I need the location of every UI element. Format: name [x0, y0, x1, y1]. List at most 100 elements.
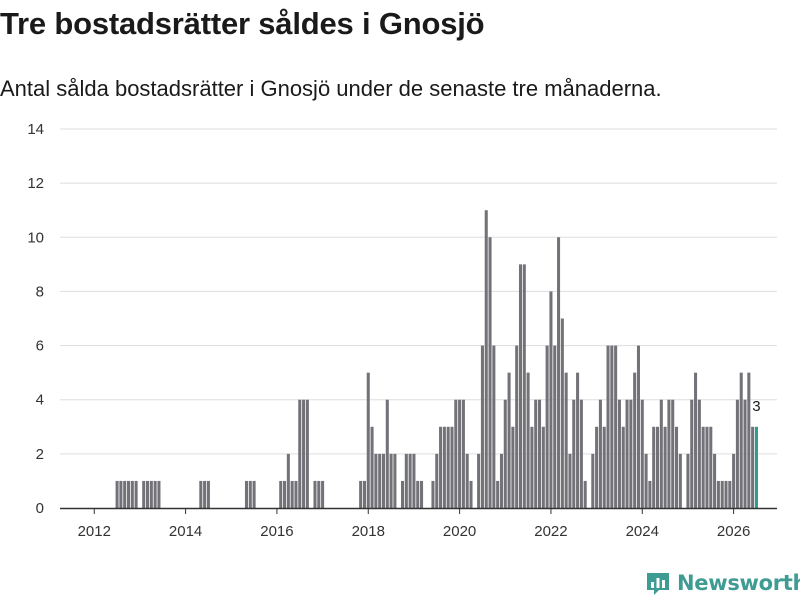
bar: [640, 399, 644, 508]
chart-title: Tre bostadsrätter såldes i Gnosjö: [0, 6, 485, 41]
bar: [709, 426, 713, 508]
bar: [545, 345, 549, 508]
bar: [735, 399, 739, 508]
bar: [652, 426, 656, 508]
y-tick-label: 12: [27, 175, 44, 192]
bar: [591, 453, 595, 508]
brand-name: Newsworthy: [677, 571, 800, 595]
bar: [614, 345, 618, 508]
bar: [130, 480, 134, 508]
bar: [480, 345, 484, 508]
bar: [381, 453, 386, 508]
y-tick-label: 14: [27, 121, 44, 138]
bar: [420, 480, 424, 508]
bar: [564, 372, 568, 508]
bar: [553, 345, 557, 508]
newsworthy-logo-icon: [647, 573, 669, 595]
bar: [446, 426, 450, 508]
bar: [142, 480, 146, 508]
bar: [621, 426, 625, 508]
bar: [450, 426, 454, 508]
bar: [629, 399, 633, 508]
bar: [499, 453, 503, 508]
bar: [515, 345, 519, 508]
bar: [298, 399, 302, 508]
bar: [416, 480, 420, 508]
bar: [530, 426, 534, 508]
bar: [244, 480, 249, 508]
bar-highlight: [754, 426, 758, 508]
bar: [294, 480, 298, 508]
bar: [534, 399, 538, 508]
bar: [400, 480, 405, 508]
bar: [496, 480, 500, 508]
bar: [283, 480, 287, 508]
bar: [538, 399, 542, 508]
bar: [465, 453, 469, 508]
bar: [286, 453, 290, 508]
bar: [366, 372, 370, 508]
bar: [732, 453, 736, 508]
bar: [617, 399, 621, 508]
bar: [724, 480, 728, 508]
bar: [370, 426, 374, 508]
bar: [206, 480, 210, 508]
bar: [572, 399, 576, 508]
bar: [115, 480, 119, 508]
bar: [488, 237, 492, 509]
bar: [720, 480, 724, 508]
bar: [134, 480, 138, 508]
bar: [610, 345, 614, 508]
bar: [557, 237, 561, 509]
bar: [576, 372, 580, 508]
y-tick-label: 6: [36, 338, 44, 355]
bar: [153, 480, 157, 508]
y-tick-label: 4: [36, 392, 44, 409]
bar: [439, 426, 443, 508]
x-tick-label: 2016: [260, 523, 293, 540]
bar: [743, 399, 747, 508]
brand-logo[interactable]: Newsworthy: [645, 570, 800, 596]
highlight-data-label: 3: [752, 398, 760, 415]
bar: [321, 480, 325, 508]
bar: [408, 453, 412, 508]
bar: [146, 480, 150, 508]
bar: [157, 480, 161, 508]
bar: [636, 345, 640, 508]
x-tick-label: 2014: [169, 523, 202, 540]
bar: [313, 480, 317, 508]
x-tick-label: 2012: [78, 523, 111, 540]
bar: [279, 480, 283, 508]
bar: [675, 426, 679, 508]
bar: [716, 480, 720, 508]
bar: [302, 399, 306, 508]
bar: [317, 480, 321, 508]
bar: [606, 345, 610, 508]
bar: [568, 453, 572, 508]
bar: [248, 480, 252, 508]
bar: [389, 453, 393, 508]
bar: [454, 399, 458, 508]
bar: [541, 426, 545, 508]
bar: [492, 345, 496, 508]
bar: [385, 399, 389, 508]
bar: [560, 318, 564, 508]
bar: [393, 453, 397, 508]
bar: [686, 453, 690, 508]
bar: [442, 426, 446, 508]
bar: [461, 399, 465, 508]
bar: [602, 426, 606, 508]
bar: [203, 480, 207, 508]
bar: [252, 480, 256, 508]
chart-subtitle: Antal sålda bostadsrätter i Gnosjö under…: [0, 76, 662, 101]
bar: [678, 453, 682, 508]
bar: [739, 372, 743, 508]
bar: [378, 453, 382, 508]
bar: [694, 372, 698, 508]
bar: [359, 480, 363, 508]
bar: [149, 480, 153, 508]
bar: [526, 372, 530, 508]
bar: [705, 426, 709, 508]
bar: [595, 426, 599, 508]
bar: [549, 291, 553, 508]
